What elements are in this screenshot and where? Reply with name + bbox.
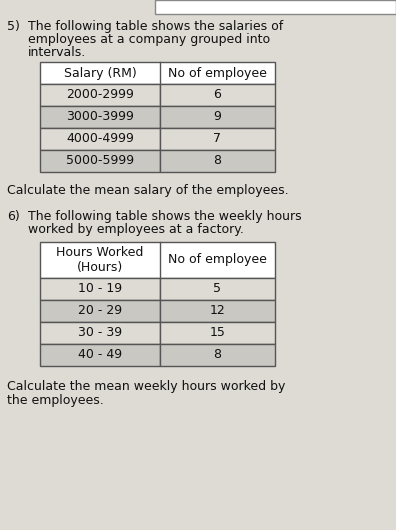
- Bar: [160, 344, 275, 366]
- Text: 2000-2999: 2000-2999: [66, 89, 134, 102]
- Text: The following table shows the salaries of: The following table shows the salaries o…: [28, 20, 283, 33]
- Text: Calculate the mean salary of the employees.: Calculate the mean salary of the employe…: [7, 184, 289, 197]
- Text: 8: 8: [213, 349, 221, 361]
- Bar: [40, 300, 160, 322]
- Text: 40 - 49: 40 - 49: [78, 349, 122, 361]
- Bar: [160, 278, 275, 300]
- Bar: [155, 0, 396, 14]
- Bar: [40, 106, 160, 128]
- Bar: [40, 322, 160, 344]
- Text: employees at a company grouped into: employees at a company grouped into: [28, 33, 270, 46]
- Bar: [160, 84, 275, 106]
- Text: 15: 15: [209, 326, 225, 340]
- Text: 5: 5: [213, 282, 221, 296]
- Text: No of employee: No of employee: [168, 66, 267, 80]
- Bar: [40, 242, 275, 278]
- Text: 6): 6): [7, 210, 20, 223]
- Bar: [160, 106, 275, 128]
- Bar: [160, 128, 275, 150]
- Text: Salary (RM): Salary (RM): [64, 66, 136, 80]
- Text: The following table shows the weekly hours: The following table shows the weekly hou…: [28, 210, 302, 223]
- Bar: [160, 150, 275, 172]
- Text: 6: 6: [213, 89, 221, 102]
- Text: 9: 9: [213, 110, 221, 123]
- Text: 5000-5999: 5000-5999: [66, 155, 134, 167]
- Text: No of employee: No of employee: [168, 253, 267, 267]
- Text: the employees.: the employees.: [7, 394, 104, 407]
- Bar: [40, 344, 160, 366]
- Bar: [40, 62, 275, 84]
- Text: 12: 12: [209, 305, 225, 317]
- Bar: [40, 150, 160, 172]
- Bar: [40, 278, 160, 300]
- Text: 20 - 29: 20 - 29: [78, 305, 122, 317]
- Text: Calculate the mean weekly hours worked by: Calculate the mean weekly hours worked b…: [7, 380, 286, 393]
- Text: worked by employees at a factory.: worked by employees at a factory.: [28, 223, 244, 236]
- Text: 5): 5): [7, 20, 20, 33]
- Text: 4000-4999: 4000-4999: [66, 132, 134, 146]
- Bar: [40, 84, 160, 106]
- Text: Hours Worked
(Hours): Hours Worked (Hours): [56, 245, 144, 275]
- Text: 3000-3999: 3000-3999: [66, 110, 134, 123]
- Text: 7: 7: [213, 132, 221, 146]
- Text: 30 - 39: 30 - 39: [78, 326, 122, 340]
- Text: intervals.: intervals.: [28, 46, 86, 59]
- Text: 10 - 19: 10 - 19: [78, 282, 122, 296]
- Bar: [160, 322, 275, 344]
- Bar: [40, 128, 160, 150]
- Text: 8: 8: [213, 155, 221, 167]
- Bar: [160, 300, 275, 322]
